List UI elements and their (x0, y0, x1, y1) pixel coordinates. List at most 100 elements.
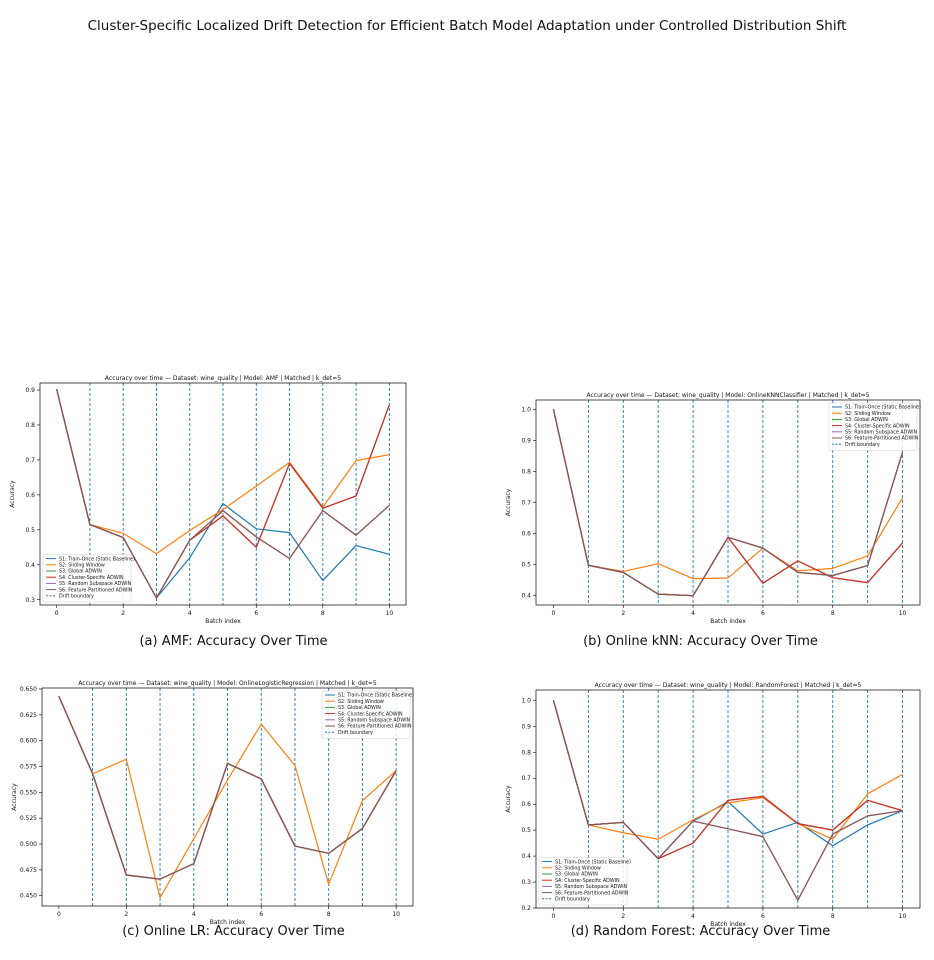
y-tick-label: 1.0 (521, 406, 531, 413)
rf-accuracy-chart: Accuracy over time — Dataset: wine_quali… (505, 682, 921, 928)
y-tick-label: 0.2 (521, 905, 531, 912)
legend-label: S6: Feature-Partitioned ADWIN (338, 724, 412, 730)
y-axis-label: Accuracy (11, 783, 18, 811)
legend-label: S3: Global ADWIN (845, 417, 888, 423)
legend-label: S6: Feature-Partitioned ADWIN (555, 890, 629, 896)
legend-label: S5: Random Subspace ADWIN (338, 718, 410, 724)
legend-label: S1: Train-Once (Static Baseline) (59, 556, 135, 562)
legend: S1: Train-Once (Static Baseline)S2: Slid… (321, 690, 414, 739)
y-tick-label: 0.550 (20, 789, 37, 796)
legend-label: Drift boundary (555, 897, 590, 903)
y-tick-label: 0.6 (521, 801, 531, 808)
y-tick-label: 0.650 (20, 686, 37, 693)
series-line-s6 (56, 389, 390, 599)
legend-label: S5: Random Subspace ADWIN (59, 581, 131, 587)
x-tick-label: 4 (188, 610, 192, 617)
legend-label: S1: Train-Once (Static Baseline) (555, 859, 631, 865)
legend-label: S2: Sliding Window (338, 699, 384, 705)
y-tick-label: 0.5 (25, 527, 35, 534)
legend-label: S6: Feature-Partitioned ADWIN (59, 587, 133, 593)
x-tick-label: 8 (327, 911, 331, 918)
figure-panel-amf: Accuracy over time — Dataset: wine_quali… (0, 375, 467, 666)
x-tick-label: 0 (55, 610, 59, 617)
legend-label: Drift boundary (338, 730, 373, 736)
page-title: Cluster-Specific Localized Drift Detecti… (87, 18, 847, 34)
series-line-s6 (552, 409, 904, 597)
legend-label: S1: Train-Once (Static Baseline) (845, 405, 921, 411)
lr-accuracy-chart: Accuracy over time — Dataset: wine_quali… (11, 680, 414, 926)
y-tick-label: 0.8 (521, 749, 531, 756)
panel-caption: (b) Online kNN: Accuracy Over Time (583, 634, 818, 649)
y-tick-label: 0.9 (521, 437, 531, 444)
x-tick-label: 6 (259, 911, 263, 918)
x-tick-label: 6 (761, 610, 765, 617)
x-tick-label: 10 (899, 610, 907, 617)
y-tick-label: 0.625 (20, 712, 37, 719)
x-tick-label: 2 (124, 911, 128, 918)
legend-box (538, 857, 628, 906)
x-tick-label: 2 (621, 610, 625, 617)
legend-label: S3: Global ADWIN (59, 569, 102, 575)
legend-box (828, 402, 918, 451)
chart-title: Accuracy over time — Dataset: wine_quali… (78, 680, 377, 687)
amf-accuracy-chart: Accuracy over time — Dataset: wine_quali… (9, 375, 407, 625)
x-tick-label: 6 (254, 610, 258, 617)
series-line-s2 (56, 389, 390, 555)
legend-label: S1: Train-Once (Static Baseline) (338, 693, 414, 699)
x-tick-label: 0 (57, 911, 61, 918)
y-tick-label: 1.0 (521, 697, 531, 704)
series-line-s2 (552, 700, 903, 840)
x-axis-label: Batch index (710, 618, 746, 625)
series-line-s1 (552, 700, 903, 860)
x-tick-label: 0 (552, 913, 556, 920)
plot-frame (39, 382, 407, 606)
plot-frame (535, 689, 921, 909)
legend-box (321, 690, 411, 739)
x-tick-label: 8 (831, 610, 835, 617)
figure-panel-online-lr: Accuracy over time — Dataset: wine_quali… (0, 676, 467, 960)
plot-frame (41, 687, 414, 907)
y-tick-label: 0.500 (20, 841, 37, 848)
x-tick-label: 4 (691, 913, 695, 920)
y-tick-label: 0.6 (25, 492, 35, 499)
series-line-s2 (58, 696, 397, 899)
y-tick-label: 0.7 (25, 457, 35, 464)
legend-label: S5: Random Subspace ADWIN (555, 884, 627, 890)
x-tick-label: 2 (621, 913, 625, 920)
y-tick-label: 0.600 (20, 738, 37, 745)
x-tick-label: 2 (121, 610, 125, 617)
y-tick-label: 0.7 (521, 500, 531, 507)
series-line-s6 (552, 700, 903, 901)
chart-title: Accuracy over time — Dataset: wine_quali… (595, 682, 862, 689)
chart-title: Accuracy over time — Dataset: wine_quali… (105, 375, 341, 382)
x-axis-label: Batch index (210, 919, 246, 926)
y-tick-label: 0.4 (25, 562, 35, 569)
y-tick-label: 0.3 (521, 879, 531, 886)
y-tick-label: 0.3 (25, 597, 35, 604)
legend-label: Drift boundary (845, 442, 880, 448)
y-tick-label: 0.9 (521, 723, 531, 730)
y-tick-label: 0.575 (20, 764, 37, 771)
y-tick-label: 0.7 (521, 775, 531, 782)
y-tick-label: 0.4 (521, 853, 531, 860)
legend-label: S4: Cluster-Specific ADWIN (338, 711, 403, 717)
y-tick-label: 0.9 (25, 387, 35, 394)
legend-label: S2: Sliding Window (845, 411, 891, 417)
legend-label: S3: Global ADWIN (555, 872, 598, 878)
panel-caption: (d) Random Forest: Accuracy Over Time (570, 924, 831, 939)
knn-accuracy-chart: Accuracy over time — Dataset: wine_quali… (505, 392, 921, 625)
figure-panel-online-knn: Accuracy over time — Dataset: wine_quali… (467, 376, 934, 666)
x-tick-label: 4 (691, 610, 695, 617)
y-tick-label: 0.5 (521, 827, 531, 834)
legend-label: S4: Cluster-Specific ADWIN (845, 423, 910, 429)
series-line-s6 (58, 696, 397, 880)
x-axis-label: Batch index (710, 921, 746, 928)
legend: S1: Train-Once (Static Baseline)S2: Slid… (828, 402, 921, 451)
legend-box (42, 554, 132, 603)
legend-label: S2: Sliding Window (555, 866, 601, 872)
y-axis-label: Accuracy (9, 480, 16, 508)
legend-label: S4: Cluster-Specific ADWIN (555, 878, 620, 884)
panel-caption: (c) Online LR: Accuracy Over Time (122, 924, 345, 939)
y-tick-label: 0.525 (20, 815, 37, 822)
figure-panel-random-forest: Accuracy over time — Dataset: wine_quali… (467, 676, 934, 960)
